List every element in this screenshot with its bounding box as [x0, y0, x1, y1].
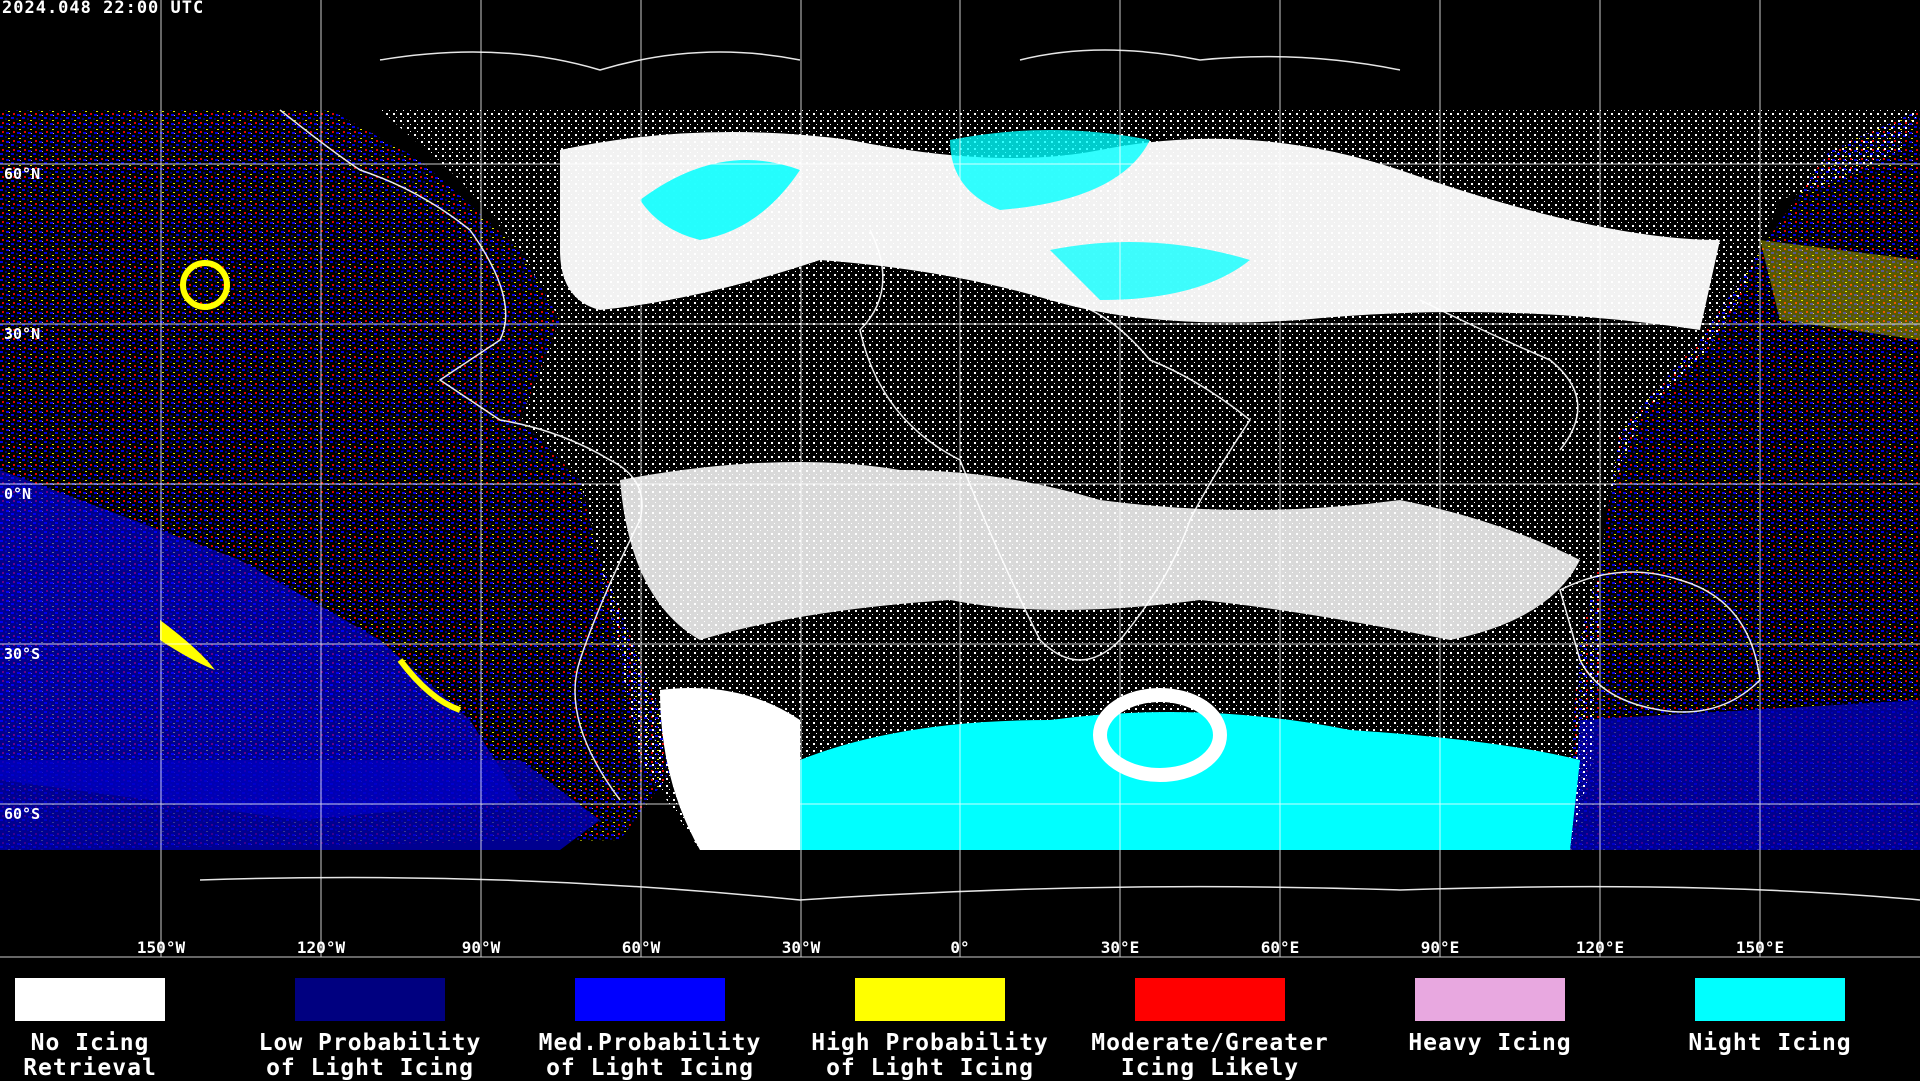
legend-label-line1: Night Icing	[1688, 1030, 1852, 1056]
icing-region-east	[1560, 110, 1920, 850]
legend-label-moderate: Moderate/Greater Icing Likely	[1070, 1031, 1350, 1081]
legend-label-line2: of Light Icing	[546, 1055, 754, 1081]
legend-label-line1: Heavy Icing	[1408, 1030, 1572, 1056]
legend-swatch-night	[1695, 978, 1845, 1021]
legend-swatch-heavy	[1415, 978, 1565, 1021]
lat-label-30s: 30°S	[4, 645, 41, 663]
legend-label-line1: Med.Probability	[538, 1030, 762, 1056]
coastlines	[199, 49, 1920, 901]
lon-label-0: 0°	[950, 938, 970, 957]
legend-label-line2: Icing Likely	[1120, 1055, 1300, 1081]
lon-label-30w: 30°W	[781, 938, 821, 957]
retrieval-region	[380, 110, 1920, 850]
legend-label-line2: Retrieval	[23, 1055, 157, 1081]
lat-label-0n: 0°N	[4, 485, 32, 503]
legend-swatch-no-icing	[15, 978, 165, 1021]
legend-item-med-prob: Med.Probability of Light Icing	[510, 960, 790, 1081]
legend: No Icing Retrieval Low Probability of Ligh…	[0, 960, 1920, 1081]
lat-label-30n: 30°N	[4, 325, 41, 343]
legend-swatch-low-prob	[295, 978, 445, 1021]
graticule	[0, 0, 1920, 958]
lon-label-120w: 120°W	[296, 938, 346, 957]
legend-item-high-prob: High Probability of Light Icing	[790, 960, 1070, 1081]
legend-swatch-med-prob	[575, 978, 725, 1021]
legend-item-no-icing: No Icing Retrieval	[0, 960, 230, 1081]
legend-label-line2: of Light Icing	[826, 1055, 1034, 1081]
lon-label-60e: 60°E	[1260, 938, 1300, 957]
legend-item-low-prob: Low Probability of Light Icing	[230, 960, 510, 1081]
legend-label-line1: No Icing	[30, 1030, 150, 1056]
lon-label-30e: 30°E	[1100, 938, 1140, 957]
lon-label-90e: 90°E	[1420, 938, 1460, 957]
lat-label-60s: 60°S	[4, 805, 41, 823]
legend-label-line1: Moderate/Greater	[1091, 1030, 1329, 1056]
lon-label-150w: 150°W	[136, 938, 186, 957]
timestamp: 2024.048 22:00 UTC	[2, 0, 205, 18]
legend-label-night: Night Icing	[1630, 1031, 1910, 1056]
legend-swatch-high-prob	[855, 978, 1005, 1021]
lon-label-120e: 120°E	[1575, 938, 1625, 957]
icing-region-west	[0, 110, 680, 850]
legend-label-high-prob: High Probability of Light Icing	[790, 1031, 1070, 1081]
legend-label-line2: of Light Icing	[266, 1055, 474, 1081]
lon-label-60w: 60°W	[621, 938, 661, 957]
legend-swatch-moderate	[1135, 978, 1285, 1021]
legend-label-no-icing: No Icing Retrieval	[0, 1031, 230, 1081]
lon-label-150e: 150°E	[1735, 938, 1785, 957]
lat-label-60n: 60°N	[4, 165, 41, 183]
legend-item-heavy: Heavy Icing	[1350, 960, 1630, 1056]
icing-map	[0, 0, 1920, 958]
lon-label-90w: 90°W	[461, 938, 501, 957]
legend-item-night: Night Icing	[1630, 960, 1910, 1056]
legend-label-heavy: Heavy Icing	[1350, 1031, 1630, 1056]
legend-label-line1: High Probability	[811, 1030, 1049, 1056]
legend-label-line1: Low Probability	[258, 1030, 482, 1056]
legend-label-med-prob: Med.Probability of Light Icing	[510, 1031, 790, 1081]
legend-item-moderate: Moderate/Greater Icing Likely	[1070, 960, 1350, 1081]
legend-label-low-prob: Low Probability of Light Icing	[230, 1031, 510, 1081]
